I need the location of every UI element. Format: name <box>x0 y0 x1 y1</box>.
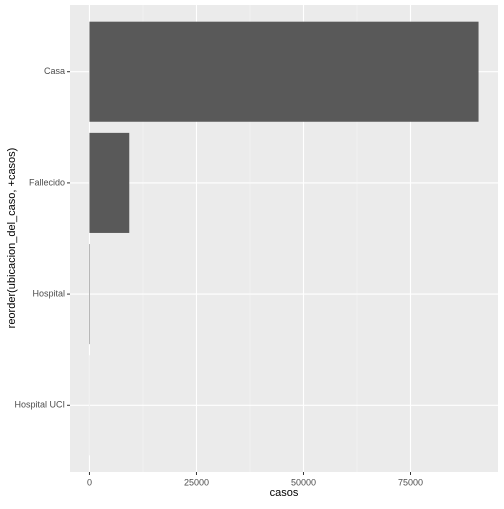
y-tick-label: Hospital <box>32 288 65 298</box>
y-tick-label: Casa <box>44 66 65 76</box>
x-tick-label: 50000 <box>291 477 316 487</box>
bar <box>89 22 478 122</box>
y-tick-label: Hospital UCI <box>14 400 65 410</box>
bar <box>89 133 129 233</box>
x-axis-title: casos <box>270 487 299 499</box>
y-tick-label: Fallecido <box>29 177 65 187</box>
y-axis-title: reorder(ubicacion_del_caso, +casos) <box>6 148 18 329</box>
x-tick-label: 75000 <box>398 477 423 487</box>
x-tick-label: 25000 <box>184 477 209 487</box>
x-tick-label: 0 <box>87 477 92 487</box>
